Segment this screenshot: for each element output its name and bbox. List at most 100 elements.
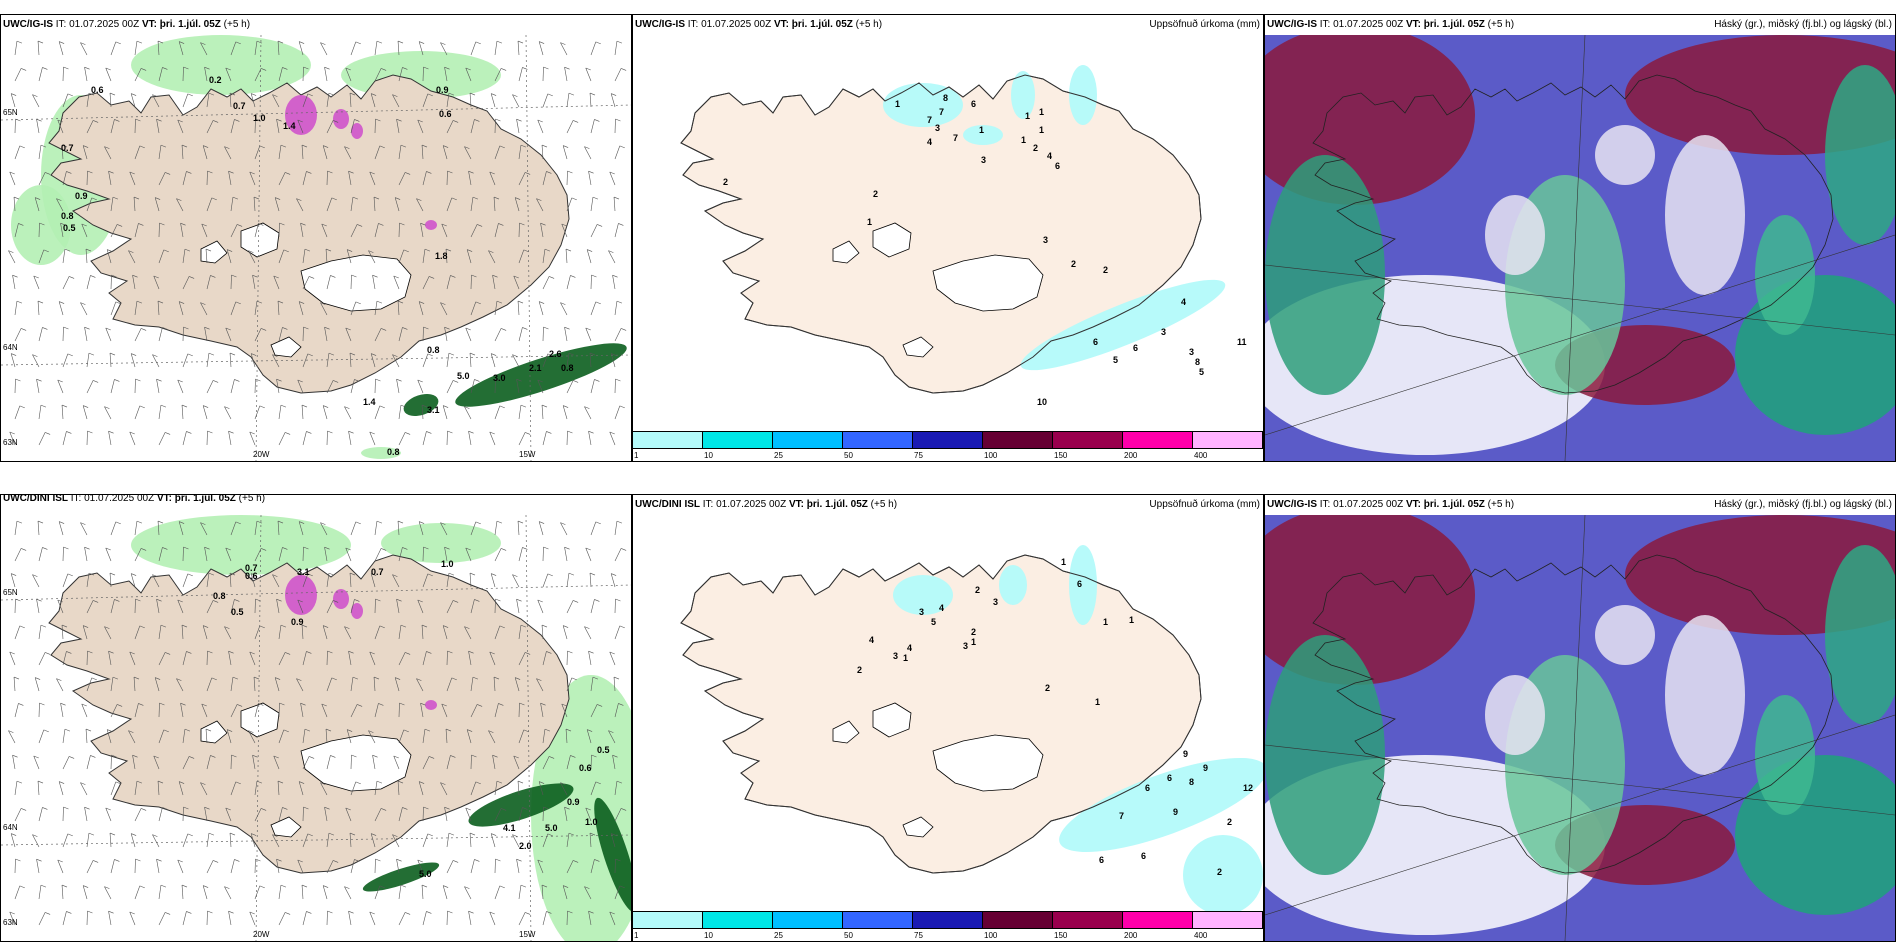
- wind-barb-flag: [447, 430, 453, 434]
- wind-barb: [392, 94, 400, 108]
- wind-barb-flag: [276, 118, 282, 122]
- wind-barb: [584, 146, 592, 160]
- wind-barb-flag: [517, 780, 524, 784]
- wind-barb: [58, 521, 64, 536]
- wind-barb: [398, 249, 405, 264]
- wind-barb-flag: [585, 547, 591, 551]
- wind-barb-flag: [347, 249, 353, 252]
- wind-barb: [566, 120, 574, 134]
- wind-barb: [153, 755, 160, 770]
- wind-barb: [152, 94, 160, 108]
- wind-barb-flag: [468, 910, 474, 914]
- wind-barb-flag: [611, 93, 617, 96]
- wind-barb-flag: [272, 834, 278, 837]
- wind-barb: [13, 677, 16, 692]
- wind-barb: [609, 911, 616, 926]
- wind-barb: [590, 41, 597, 56]
- wind-barb: [446, 380, 454, 394]
- wind-barb-flag: [493, 676, 500, 680]
- wind-barb-flag: [275, 677, 281, 680]
- panel-2-precip-map: UWC/IG-IS IT: 01.07.2025 00Z VT: þri. 1.…: [632, 14, 1264, 462]
- wind-barb-flag: [160, 884, 167, 888]
- wind-barb-flag: [321, 703, 327, 707]
- wind-barb: [12, 755, 16, 770]
- wind-barb-flag: [132, 274, 138, 278]
- value-label: 6: [1093, 337, 1098, 347]
- wind-barb: [490, 353, 496, 368]
- wind-barb-flag: [19, 405, 25, 409]
- wind-barb: [254, 808, 262, 822]
- colorbar-swatch: [913, 911, 983, 929]
- wind-barb-flag: [32, 354, 38, 357]
- coastline: [1312, 74, 1834, 394]
- wind-barb: [10, 93, 16, 108]
- value-label: 1: [971, 637, 976, 647]
- wind-barb-flag: [299, 301, 305, 304]
- wind-barb: [85, 729, 88, 744]
- wind-barb: [154, 677, 160, 692]
- wind-barb: [542, 756, 550, 770]
- wind-barb: [296, 198, 304, 212]
- map-area: 2 2 1 1 8 7 6 7 3 4 7 3 1 1 1 1 2 4 6 3 2 2 1 3 8 5 11 4 3 6 5 6 10: [633, 35, 1263, 431]
- wind-barb-flag: [537, 599, 543, 603]
- wind-barb: [322, 405, 328, 420]
- wind-barb-flag: [570, 275, 576, 278]
- wind-barb-flag: [141, 68, 147, 71]
- wind-barb-flag: [282, 327, 288, 330]
- wind-barb-flag: [157, 520, 164, 524]
- wind-barb: [348, 651, 352, 666]
- wind-barb-flag: [156, 598, 162, 602]
- wind-barb: [398, 67, 403, 82]
- wind-barb-flag: [375, 598, 381, 602]
- value-label: 0.8: [61, 211, 74, 221]
- colorbar-tick: 100: [984, 451, 998, 460]
- wind-barb-flag: [112, 196, 119, 200]
- wind-barb-flag: [84, 326, 90, 330]
- wind-barb-flag: [587, 729, 593, 732]
- heavy-precip-area: [362, 862, 440, 892]
- wind-barb: [177, 859, 184, 874]
- wind-barb-flag: [351, 754, 357, 758]
- wind-barb: [230, 197, 234, 212]
- wind-barb: [321, 223, 328, 238]
- value-label: 2: [1217, 867, 1222, 877]
- convective-precip-area: [351, 603, 363, 619]
- wind-barb: [158, 432, 166, 446]
- wind-barb-flag: [303, 326, 309, 330]
- wind-barb: [62, 573, 69, 588]
- wind-barb: [58, 301, 64, 316]
- wind-barb: [614, 328, 622, 342]
- wind-barb-flag: [424, 728, 431, 732]
- wind-barb: [200, 302, 208, 316]
- value-label: 6: [1055, 161, 1060, 171]
- wind-barb-flag: [16, 300, 23, 304]
- wind-barb-flag: [63, 546, 69, 550]
- light-precip-area: [361, 447, 401, 459]
- wind-barb: [392, 834, 400, 848]
- wind-barb: [494, 328, 502, 342]
- wind-barb-flag: [328, 832, 335, 836]
- wind-barb-flag: [183, 546, 189, 550]
- wind-barb: [614, 145, 621, 160]
- wind-barb-flag: [258, 223, 264, 226]
- wind-barb-flag: [139, 405, 145, 409]
- wind-barb: [253, 677, 256, 692]
- wind-barb: [177, 119, 184, 134]
- wind-barb: [542, 911, 547, 926]
- wind-barb: [494, 301, 498, 316]
- wind-barb: [370, 573, 376, 588]
- wind-barb-flag: [327, 430, 333, 434]
- axis-label: 63N: [3, 438, 18, 447]
- wind-barb-flag: [80, 782, 86, 785]
- wind-barb-flag: [539, 41, 545, 44]
- wind-barb-flag: [261, 808, 267, 811]
- wind-barb-flag: [299, 781, 305, 784]
- wind-barb-flag: [203, 145, 209, 148]
- wind-barb-flag: [396, 378, 402, 382]
- wind-barb-flag: [419, 521, 425, 524]
- wind-barb-flag: [560, 522, 566, 525]
- wind-barb: [374, 145, 381, 160]
- wind-barb-flag: [141, 548, 147, 551]
- wind-barb-flag: [443, 625, 449, 628]
- wind-barb: [301, 405, 304, 420]
